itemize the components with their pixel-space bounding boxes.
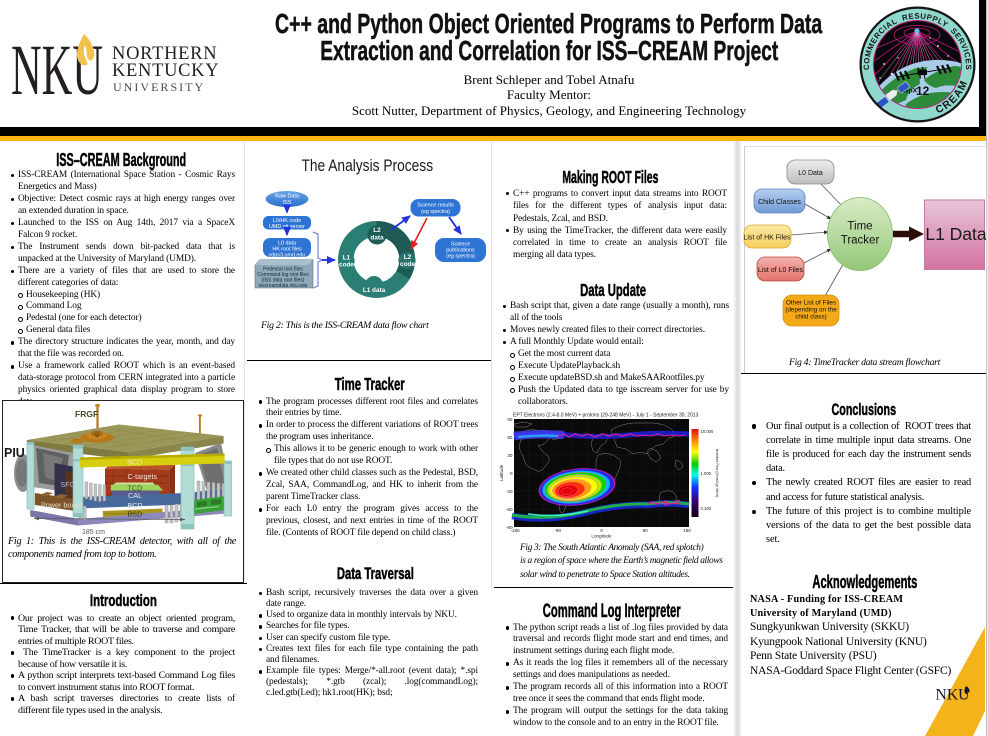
svg-text:90: 90 <box>643 528 649 533</box>
svg-text:L1: L1 <box>343 255 351 262</box>
svg-text:(eg spectra): (eg spectra) <box>446 254 475 260</box>
svg-text:-180: -180 <box>510 528 520 533</box>
svg-text:(ISS data root files): (ISS data root files) <box>262 278 305 284</box>
svg-text:Time: Time <box>847 221 872 233</box>
svg-text:KENTUCKY: KENTUCKY <box>112 61 219 81</box>
svg-text:Pedestal root files: Pedestal root files <box>263 267 303 273</box>
svg-text:-30: -30 <box>506 489 513 494</box>
svg-text:Science results: Science results <box>417 203 454 209</box>
svg-text:Longitude: Longitude <box>591 534 612 539</box>
svg-text:1.000: 1.000 <box>701 471 712 476</box>
svg-text:Science: Science <box>451 242 470 248</box>
svg-text:Latitude: Latitude <box>499 464 504 481</box>
svg-text:NORTHERN: NORTHERN <box>112 44 217 64</box>
svg-text:Child Classes: Child Classes <box>758 199 801 206</box>
svg-text:Number Flux (#/cm2/yr MeV): Number Flux (#/cm2/yr MeV) <box>715 449 719 498</box>
svg-text:Power boxes: Power boxes <box>41 501 83 510</box>
svg-text:185 cm: 185 cm <box>82 529 105 536</box>
svg-text:code: code <box>400 261 415 268</box>
svg-text:ISS: ISS <box>283 200 292 206</box>
svg-text:SpX: SpX <box>904 88 918 95</box>
svg-text:TCD: TCD <box>128 483 143 492</box>
svg-text:FRGF: FRGF <box>75 409 98 419</box>
svg-text:UNIVERSITY: UNIVERSITY <box>113 80 207 94</box>
svg-text:child class): child class) <box>795 314 827 321</box>
svg-text:L0 data: L0 data <box>278 241 296 247</box>
svg-text:code: code <box>339 262 354 269</box>
svg-text:SFC: SFC <box>61 480 75 489</box>
svg-text:BCD: BCD <box>128 501 143 510</box>
svg-text:10.000: 10.000 <box>701 429 714 434</box>
svg-text:data: data <box>370 235 384 242</box>
svg-text:List of L0 Files: List of L0 Files <box>758 267 804 274</box>
svg-text:CAL: CAL <box>128 491 142 500</box>
svg-text:L1 data: L1 data <box>363 287 386 294</box>
svg-text:cdps3.umd.edu: cdps3.umd.edu <box>269 253 306 259</box>
svg-text:0.100: 0.100 <box>701 506 712 511</box>
svg-text:BSD: BSD <box>128 510 143 519</box>
svg-text:SCD: SCD <box>127 458 142 467</box>
svg-text:Other List of Files: Other List of Files <box>786 300 836 307</box>
svg-text:30: 30 <box>507 453 513 458</box>
svg-text:180: 180 <box>683 528 691 533</box>
svg-text:-90: -90 <box>506 525 513 530</box>
svg-text:L0/HK code: L0/HK code <box>273 218 301 224</box>
svg-text:0: 0 <box>510 471 513 476</box>
svg-text:Tracker: Tracker <box>841 235 880 247</box>
svg-text:L0 Data: L0 Data <box>798 170 823 177</box>
svg-text:60: 60 <box>507 435 513 440</box>
svg-text:UMD git server: UMD git server <box>269 224 305 230</box>
svg-text:12: 12 <box>916 84 930 98</box>
svg-text:NKU: NKU <box>936 687 970 704</box>
svg-text:EPT Electrons (2.4-8.0 MeV) +: EPT Electrons (2.4-8.0 MeV) + protons (2… <box>513 413 699 419</box>
svg-text:isscreamdata.nku.edu: isscreamdata.nku.edu <box>259 283 308 289</box>
svg-text:0: 0 <box>600 528 603 533</box>
svg-text:90: 90 <box>507 417 513 422</box>
svg-text:Command log root files: Command log root files <box>257 272 309 278</box>
svg-text:PIU: PIU <box>4 446 25 460</box>
svg-text:(depending on the: (depending on the <box>785 307 837 314</box>
svg-text:L2: L2 <box>373 227 381 234</box>
svg-text:-60: -60 <box>506 507 513 512</box>
svg-text:publications: publications <box>446 248 475 254</box>
svg-text:L2: L2 <box>404 254 412 261</box>
svg-text:List of HK Files: List of HK Files <box>743 235 791 242</box>
svg-text:(eg spectra): (eg spectra) <box>421 209 450 215</box>
svg-text:-90: -90 <box>554 528 561 533</box>
svg-text:C-targets: C-targets <box>128 472 158 481</box>
svg-text:L1 Data: L1 Data <box>925 224 986 244</box>
svg-text:HK root files: HK root files <box>272 247 302 253</box>
svg-text:Raw Data: Raw Data <box>275 194 299 200</box>
